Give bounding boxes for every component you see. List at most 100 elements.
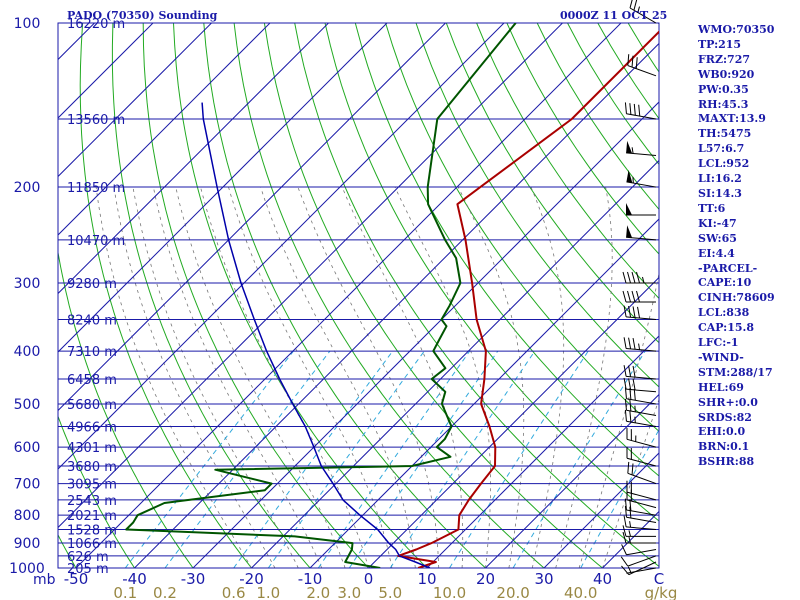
height-label: 205 m (67, 562, 109, 577)
isotherm-line (58, 23, 563, 529)
wind-barb (624, 498, 657, 516)
wind-barb (622, 271, 656, 284)
wind-barb (623, 365, 657, 380)
pressure-tick-label: 100 (14, 16, 41, 32)
moist-adiabat (555, 187, 613, 568)
pressure-tick-label: 200 (14, 180, 41, 196)
height-label: 13560 m (67, 113, 125, 128)
temperature-tick-label: 0 (364, 570, 374, 588)
mixing-ratio-axis-labels: 0.1 0.2 0.6 1.0 2.0 3.0 5.0 10.0 20.0 40.0 g/kg (113, 584, 677, 600)
isotherm-line (58, 23, 388, 353)
wind-barb (626, 140, 657, 156)
wind-barb (623, 305, 657, 321)
pressure-tick-label: 800 (14, 508, 41, 524)
wind-barb (620, 555, 657, 567)
pressure-tick-label: 1000 (9, 561, 45, 577)
mixing-ratio-tick-label: 5.0 (378, 584, 402, 600)
parcel-line (201, 102, 431, 568)
height-labels: 16220 m 13560 m 11850 m 10470 m 9280 m 8240 m… (67, 17, 125, 577)
pressure-tick-label: 300 (14, 276, 41, 292)
pressure-tick-label: 700 (14, 477, 41, 493)
pressure-tick-label: 900 (14, 536, 41, 552)
index-item: SW:65 (698, 231, 737, 245)
chart-timestamp: 0000Z 11 OCT 25 (560, 9, 668, 22)
wind-barb (626, 446, 657, 467)
height-label: 11850 m (67, 181, 125, 196)
index-item: BSHR:88 (698, 455, 755, 469)
index-item: SRDS:82 (698, 410, 752, 424)
moist-adiabat (153, 187, 323, 568)
height-label: 10470 m (67, 234, 125, 249)
mixing-ratio-tick-label: 20.0 (496, 584, 529, 600)
mixing-ratio-tick-label: 10.0 (433, 584, 466, 600)
wind-barb (622, 525, 656, 537)
wind-barb (626, 427, 657, 448)
isotherm-line (58, 23, 505, 470)
index-item: WB0:920 (698, 67, 755, 81)
height-label: 4966 m (67, 420, 117, 435)
sounding-indices-panel: WMO:70350 TP:215 FRZ:727 WB0:920 PW:0.35 RH:4… (698, 23, 775, 470)
mixing-ratio-tick-label: 1.0 (256, 584, 280, 600)
index-item: TH:5475 (698, 127, 752, 141)
dry-adiabat (263, 23, 603, 568)
isotherm-line (251, 159, 659, 568)
wind-barb (626, 225, 657, 241)
isotherm-lines (58, 23, 659, 568)
dry-adiabat-lines (58, 23, 659, 568)
temperature-tick-label: -50 (64, 570, 89, 588)
height-label: 16220 m (67, 17, 125, 32)
mixing-ratio-tick-label: 40.0 (564, 584, 597, 600)
index-item: PW:0.35 (698, 82, 749, 96)
isotherm-line (426, 335, 659, 568)
wind-barb (621, 561, 657, 576)
index-item: TP:215 (698, 37, 742, 51)
index-item: CINH:78609 (698, 291, 775, 305)
temperature-axis-labels: -50 -40 -30 -20 -10 0 10 20 30 40 C (64, 570, 664, 588)
wind-barb (627, 461, 657, 485)
isotherm-line (543, 452, 659, 568)
wind-barbs (620, 0, 657, 576)
mixing-ratio-line (348, 350, 499, 568)
wind-barb (624, 398, 657, 416)
index-item: HEL:69 (698, 380, 744, 394)
mixing-ratio-tick-label: 0.6 (222, 584, 246, 600)
height-label: 9280 m (67, 277, 117, 292)
height-label: 5680 m (67, 398, 117, 413)
dewpoint-line (125, 23, 517, 568)
isotherm-line (58, 23, 271, 236)
mixing-ratio-line (164, 350, 331, 568)
index-item: BRN:0.1 (698, 440, 750, 454)
wind-barb (624, 409, 657, 427)
temperature-tick-label: -40 (122, 570, 147, 588)
temperature-tick-label: -20 (239, 570, 264, 588)
pressure-tick-label: 600 (14, 440, 41, 456)
temperature-tick-label: -30 (181, 570, 206, 588)
index-item: -PARCEL- (698, 261, 758, 275)
chart-title: PADO (70350) Sounding (67, 9, 218, 22)
index-item: EI:4.4 (698, 246, 735, 260)
wind-barb (624, 505, 657, 523)
moist-adiabat (457, 186, 525, 568)
isotherm-line (368, 276, 659, 568)
wind-barb (629, 0, 657, 24)
temperature-line (397, 30, 659, 568)
mixing-ratio-lines (124, 350, 659, 568)
isobar-lines (57, 22, 660, 569)
wind-barb (623, 515, 657, 531)
plot-frame (57, 22, 660, 569)
temperature-tick-label: 10 (417, 570, 436, 588)
isotherm-line (58, 23, 154, 119)
wind-barb (626, 566, 657, 574)
mixing-ratio-tick-label: 2.0 (306, 584, 330, 600)
height-label: 626 m (67, 550, 109, 565)
wind-barb (624, 387, 657, 405)
temperature-tick-label: 20 (476, 570, 495, 588)
height-label: 6458 m (67, 373, 117, 388)
height-label: 8240 m (67, 314, 117, 329)
wind-barb (622, 531, 656, 544)
index-item: LCL:952 (698, 157, 750, 171)
wind-barb (627, 54, 657, 77)
isotherm-line (58, 23, 212, 178)
